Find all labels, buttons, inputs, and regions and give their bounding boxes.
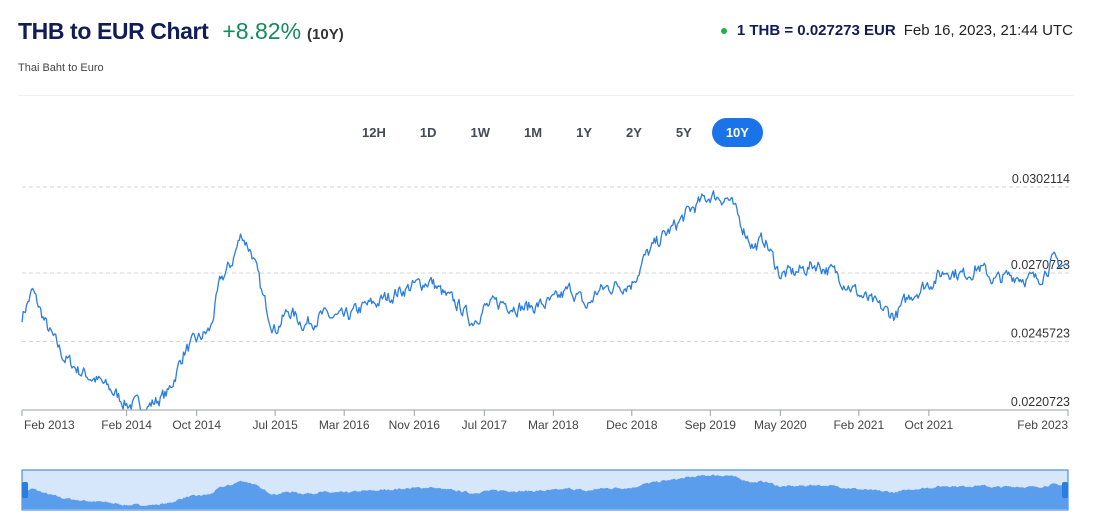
x-tick-label: Sep 2019 bbox=[685, 418, 737, 432]
range-navigator[interactable] bbox=[0, 466, 1111, 516]
x-tick-label: Nov 2016 bbox=[389, 418, 441, 432]
x-axis-ticks: Feb 2013 Feb 2014 Oct 2014 Jul 2015 Mar 2016… bbox=[21, 410, 1069, 432]
title-row: THB to EUR Chart +8.82% (10Y) bbox=[18, 18, 344, 45]
x-tick-label: Feb 2021 bbox=[833, 418, 884, 432]
range-tabs: 12H 1D 1W 1M 1Y 2Y 5Y 10Y bbox=[0, 118, 1111, 147]
y-tick-label: 0.0220723 bbox=[1011, 395, 1070, 409]
pair-subtitle: Thai Baht to Euro bbox=[18, 62, 104, 74]
tab-12h[interactable]: 12H bbox=[362, 125, 386, 140]
y-axis-labels: 0.0302114 0.0270723 0.0245723 0.0220723 bbox=[1011, 172, 1070, 409]
x-tick-label: Jul 2015 bbox=[252, 418, 298, 432]
x-tick-label: Oct 2021 bbox=[905, 418, 954, 432]
navigator-area bbox=[22, 474, 1068, 509]
x-tick-label: Feb 2023 bbox=[1017, 418, 1068, 432]
x-tick-label: Mar 2018 bbox=[528, 418, 579, 432]
series-line bbox=[21, 190, 1069, 411]
navigator-left-handle[interactable] bbox=[22, 482, 28, 498]
x-tick-label: Jul 2017 bbox=[462, 418, 508, 432]
tab-2y[interactable]: 2Y bbox=[626, 125, 642, 140]
x-tick-label: Feb 2014 bbox=[101, 418, 152, 432]
x-tick-label: Dec 2018 bbox=[606, 418, 658, 432]
x-tick-label: Mar 2016 bbox=[319, 418, 370, 432]
x-tick-label: Oct 2014 bbox=[172, 418, 221, 432]
page-title: THB to EUR Chart bbox=[18, 18, 209, 44]
change-percent: +8.82% bbox=[222, 18, 302, 44]
x-tick-label: May 2020 bbox=[754, 418, 807, 432]
live-dot-icon bbox=[720, 27, 727, 34]
tab-10y[interactable]: 10Y bbox=[711, 118, 763, 147]
tab-5y[interactable]: 5Y bbox=[675, 125, 692, 140]
y-tick-label: 0.0270723 bbox=[1011, 258, 1070, 272]
tab-1d[interactable]: 1D bbox=[419, 125, 437, 140]
x-tick-label: Feb 2013 bbox=[24, 418, 75, 432]
header-divider bbox=[18, 95, 1073, 96]
y-tick-label: 0.0245723 bbox=[1011, 327, 1070, 341]
live-rate: 1 THB = 0.027273 EUR Feb 16, 2023, 21:44… bbox=[720, 22, 1073, 39]
tab-1y[interactable]: 1Y bbox=[576, 125, 592, 140]
navigator-right-handle[interactable] bbox=[1062, 482, 1068, 498]
y-tick-label: 0.0302114 bbox=[1012, 172, 1070, 186]
rate-value: 1 THB = 0.027273 EUR bbox=[736, 22, 896, 39]
rate-timestamp: Feb 16, 2023, 21:44 UTC bbox=[903, 22, 1073, 39]
tab-1w[interactable]: 1W bbox=[470, 125, 491, 140]
tab-1m[interactable]: 1M bbox=[524, 125, 543, 140]
line-chart[interactable]: 0.0302114 0.0270723 0.0245723 0.0220723 Feb… bbox=[0, 160, 1111, 435]
period-label: (10Y) bbox=[307, 26, 344, 43]
